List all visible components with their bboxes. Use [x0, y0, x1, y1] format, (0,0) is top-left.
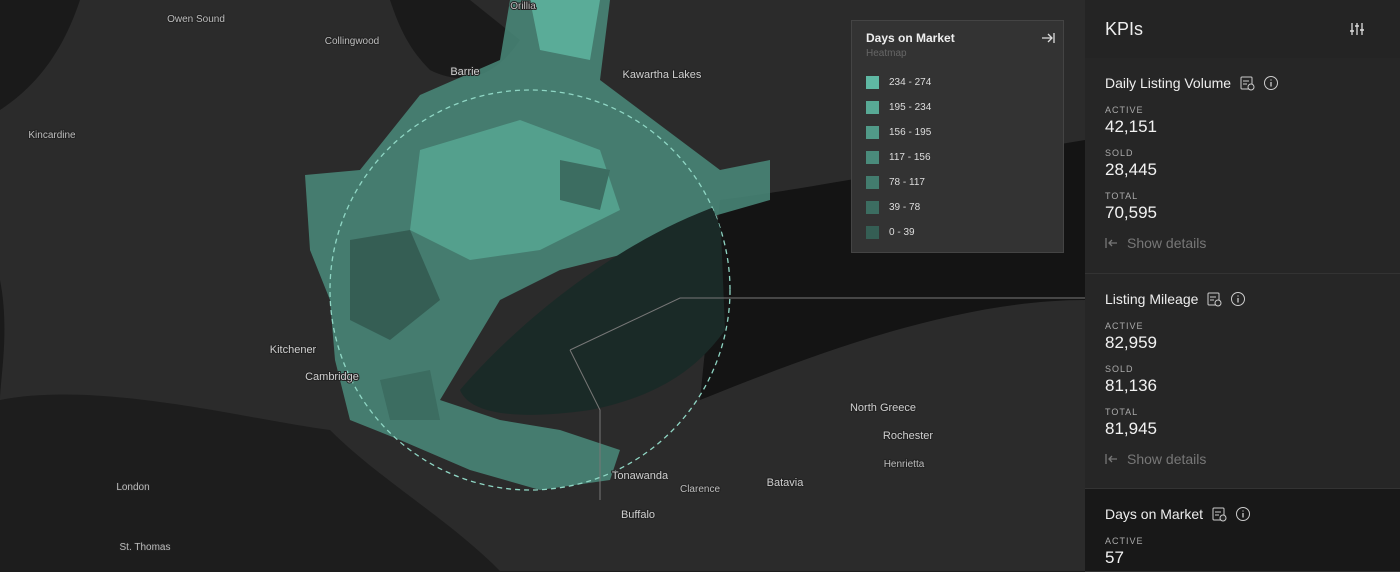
place-label: Cambridge — [305, 371, 359, 383]
place-label: North Greece — [850, 402, 916, 414]
report-icon[interactable] — [1239, 75, 1255, 91]
info-icon[interactable] — [1263, 75, 1279, 91]
place-label: Tonawanda — [612, 470, 669, 482]
settings-icon[interactable] — [1349, 21, 1365, 37]
radius-circle — [329, 89, 731, 491]
lake-in-radius — [460, 205, 725, 415]
metric-label: ACTIVE — [1105, 536, 1144, 546]
section-title: Days on Market — [1105, 506, 1204, 522]
kpi-panel: KPIs Daily Listing Volume ACTIVE 42,151 SOL… — [1085, 0, 1400, 572]
kpi-section: Listing Mileage ACTIVE 82,959 SOLD 81,136 TOT… — [1085, 274, 1400, 489]
panel-title: KPIs — [1105, 19, 1144, 39]
place-label: Kitchener — [270, 344, 317, 356]
place-label: Batavia — [767, 477, 805, 489]
kpi-section: Daily Listing Volume ACTIVE 42,151 SOLD 28,4… — [1085, 58, 1400, 274]
water — [0, 280, 5, 400]
place-label: Owen Sound — [167, 14, 225, 25]
place-label: Collingwood — [325, 36, 379, 47]
place-label: Rochester — [883, 430, 933, 442]
legend-swatch — [866, 151, 879, 164]
place-label: Kincardine — [28, 130, 76, 141]
section-title: Listing Mileage — [1105, 291, 1199, 307]
legend-item: 156 - 195 — [866, 126, 931, 139]
metric-label: SOLD — [1105, 364, 1134, 374]
section-title-row: Daily Listing Volume — [1105, 75, 1279, 91]
heatmap — [305, 0, 770, 490]
collapse-icon[interactable] — [1040, 30, 1056, 46]
legend-label: 39 - 78 — [889, 202, 921, 213]
legend-item: 78 - 117 — [866, 176, 925, 189]
metric-value: 57 — [1105, 548, 1124, 567]
place-label: Orillia — [510, 1, 536, 12]
metric-value: 81,136 — [1105, 376, 1157, 395]
legend-title: Days on Market — [866, 31, 955, 45]
section-title-row: Listing Mileage — [1105, 291, 1246, 307]
panel-header: KPIs — [1085, 0, 1400, 59]
metric-value: 82,959 — [1105, 333, 1157, 352]
border — [569, 297, 1085, 500]
info-icon[interactable] — [1230, 291, 1246, 307]
legend-item: 39 - 78 — [866, 201, 920, 214]
place-label: Henrietta — [884, 459, 925, 470]
kpi-section: Days on Market ACTIVE 57 — [1085, 489, 1400, 572]
place-label: Buffalo — [621, 509, 655, 521]
legend-label: 234 - 274 — [889, 77, 932, 88]
metric-label: SOLD — [1105, 148, 1134, 158]
metric-value: 81,945 — [1105, 419, 1157, 438]
show-details-label: Show details — [1127, 451, 1207, 467]
water — [390, 0, 520, 79]
report-icon[interactable] — [1206, 291, 1222, 307]
metric-value: 70,595 — [1105, 203, 1157, 222]
details-icon — [1105, 454, 1117, 464]
legend-item: 117 - 156 — [866, 151, 931, 164]
metric-label: ACTIVE — [1105, 105, 1144, 115]
water — [0, 0, 80, 110]
metric-label: ACTIVE — [1105, 321, 1144, 331]
legend-label: 156 - 195 — [889, 127, 932, 138]
legend-label: 78 - 117 — [889, 177, 925, 188]
section-title-row: Days on Market — [1105, 506, 1251, 522]
legend-swatch — [866, 76, 879, 89]
legend-swatch — [866, 226, 879, 239]
lake-erie — [0, 394, 500, 571]
legend-label: 117 - 156 — [889, 152, 931, 163]
place-label: Clarence — [680, 484, 720, 495]
legend-label: 195 - 234 — [889, 102, 932, 113]
place-label: London — [116, 482, 149, 493]
show-details[interactable]: Show details — [1105, 451, 1206, 467]
report-icon[interactable] — [1211, 506, 1227, 522]
details-icon — [1105, 238, 1117, 248]
info-icon[interactable] — [1235, 506, 1251, 522]
show-details-label: Show details — [1127, 235, 1207, 251]
legend-subtitle: Heatmap — [866, 48, 907, 59]
place-label: Barrie — [450, 66, 479, 78]
show-details[interactable]: Show details — [1105, 235, 1206, 251]
metric-value: 28,445 — [1105, 160, 1157, 179]
place-label: Kawartha Lakes — [623, 69, 702, 81]
legend-label: 0 - 39 — [889, 227, 915, 238]
legend-item: 0 - 39 — [866, 226, 915, 239]
legend-swatch — [866, 201, 879, 214]
place-label: St. Thomas — [120, 542, 171, 553]
metric-label: TOTAL — [1105, 191, 1139, 201]
metric-label: TOTAL — [1105, 407, 1139, 417]
legend-swatch — [866, 176, 879, 189]
metric-value: 42,151 — [1105, 117, 1157, 136]
legend-swatch — [866, 101, 879, 114]
legend-item: 234 - 274 — [866, 76, 931, 89]
legend: Days on Market Heatmap 234 - 274 195 - 23… — [851, 20, 1064, 253]
legend-item: 195 - 234 — [866, 101, 931, 114]
section-title: Daily Listing Volume — [1105, 75, 1232, 91]
legend-swatch — [866, 126, 879, 139]
